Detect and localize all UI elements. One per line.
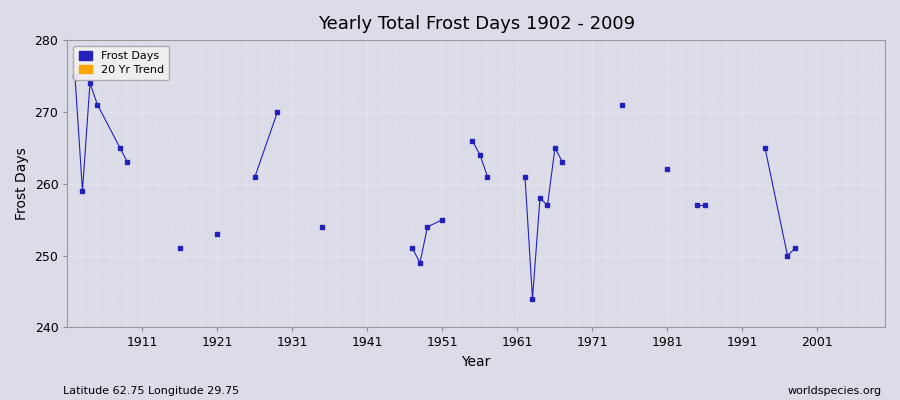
Frost Days — [85, 81, 95, 86]
Frost Days — [69, 74, 80, 78]
Frost Days — [92, 102, 103, 107]
Frost Days — [114, 146, 125, 150]
Text: Latitude 62.75 Longitude 29.75: Latitude 62.75 Longitude 29.75 — [63, 386, 239, 396]
Frost Days — [122, 160, 133, 165]
Text: worldspecies.org: worldspecies.org — [788, 386, 882, 396]
Legend: Frost Days, 20 Yr Trend: Frost Days, 20 Yr Trend — [73, 46, 169, 80]
Title: Yearly Total Frost Days 1902 - 2009: Yearly Total Frost Days 1902 - 2009 — [318, 15, 634, 33]
Y-axis label: Frost Days: Frost Days — [15, 147, 29, 220]
Line: Frost Days: Frost Days — [73, 74, 130, 193]
Frost Days — [77, 188, 88, 193]
X-axis label: Year: Year — [462, 355, 490, 369]
